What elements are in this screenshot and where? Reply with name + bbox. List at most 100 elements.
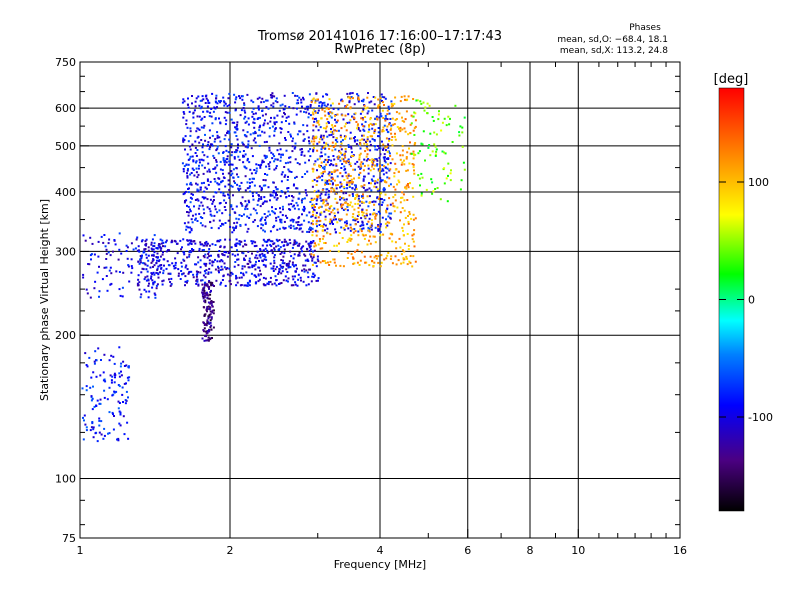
echo-point: [317, 216, 320, 219]
echo-point: [279, 282, 282, 285]
echo-point: [146, 270, 149, 273]
echo-point: [262, 100, 265, 103]
echo-point: [288, 122, 291, 125]
echo-point: [370, 160, 373, 163]
echo-point: [342, 265, 345, 268]
echo-point: [277, 244, 280, 247]
echo-point: [85, 429, 88, 432]
echo-point: [393, 102, 396, 105]
echo-point: [319, 247, 322, 250]
echo-point: [290, 171, 293, 173]
echo-point: [325, 130, 328, 133]
echo-point: [289, 133, 292, 136]
echo-point: [255, 244, 258, 247]
echo-point: [89, 296, 92, 299]
echo-point: [369, 122, 372, 125]
echo-point: [346, 209, 349, 212]
echo-point: [208, 255, 211, 258]
y-tick-label: 200: [55, 329, 76, 342]
echo-point: [239, 224, 242, 226]
echo-point: [294, 275, 296, 278]
echo-point: [384, 97, 387, 100]
echo-point: [224, 102, 227, 105]
echo-point: [461, 145, 464, 148]
echo-point: [203, 322, 205, 325]
echo-point: [194, 263, 196, 266]
echo-point: [320, 205, 323, 208]
echo-point: [372, 235, 375, 238]
echo-point: [210, 115, 213, 118]
echo-point: [252, 113, 255, 115]
echo-point: [272, 270, 275, 272]
echo-point: [116, 438, 118, 441]
echo-point: [311, 204, 313, 207]
echo-point: [150, 275, 153, 278]
echo-point: [194, 146, 197, 149]
echo-point: [307, 136, 310, 139]
echo-point: [189, 155, 192, 158]
echo-point: [411, 238, 414, 241]
echo-point: [281, 262, 284, 265]
echo-point: [151, 279, 154, 282]
echo-point: [330, 163, 333, 166]
echo-point: [326, 182, 329, 185]
echo-point: [269, 240, 272, 243]
echo-point: [224, 185, 227, 188]
echo-point: [343, 160, 345, 163]
echo-point: [356, 193, 359, 196]
echo-point: [123, 382, 126, 385]
echo-point: [254, 241, 257, 244]
echo-point: [269, 199, 271, 202]
echo-point: [245, 167, 248, 170]
echo-point: [198, 247, 201, 250]
echo-point: [283, 220, 286, 223]
echo-point: [272, 211, 275, 214]
echo-point: [323, 242, 326, 244]
echo-point: [421, 176, 424, 179]
echo-point: [354, 136, 356, 138]
echo-point: [324, 179, 327, 182]
echo-point: [370, 182, 372, 185]
echo-point: [230, 118, 233, 121]
echo-point: [410, 152, 413, 155]
echo-point: [101, 278, 104, 281]
echo-point: [188, 271, 190, 274]
echo-point: [293, 265, 295, 268]
echo-point: [357, 94, 360, 97]
echo-point: [275, 198, 278, 201]
echo-point: [357, 123, 359, 126]
echo-point: [206, 198, 209, 201]
echo-point: [343, 165, 346, 168]
echo-point: [280, 265, 283, 268]
echo-point: [236, 242, 239, 245]
echo-point: [190, 183, 193, 186]
echo-point: [181, 246, 183, 249]
echo-point: [371, 158, 374, 161]
echo-point: [296, 133, 299, 136]
echo-point: [263, 240, 266, 243]
echo-point: [231, 163, 234, 166]
echo-point: [372, 160, 375, 163]
echo-point: [283, 227, 286, 230]
echo-point: [328, 207, 331, 210]
echo-point: [276, 240, 279, 243]
echo-point: [293, 243, 296, 245]
echo-point: [400, 95, 403, 98]
echo-point: [309, 248, 312, 251]
echo-point: [388, 137, 391, 140]
echo-point: [330, 205, 333, 207]
echo-point: [199, 186, 202, 189]
echo-point: [121, 393, 124, 396]
echo-point: [349, 204, 351, 207]
echo-point: [216, 131, 219, 134]
echo-point: [207, 317, 210, 320]
echo-point: [359, 129, 362, 132]
echo-point: [428, 144, 431, 146]
echo-point: [386, 157, 388, 160]
y-tick-label: 750: [55, 56, 76, 69]
echo-point: [281, 153, 284, 156]
echo-point: [111, 411, 114, 414]
echo-point: [205, 269, 208, 272]
echo-point: [159, 249, 162, 252]
echo-point: [272, 191, 275, 194]
